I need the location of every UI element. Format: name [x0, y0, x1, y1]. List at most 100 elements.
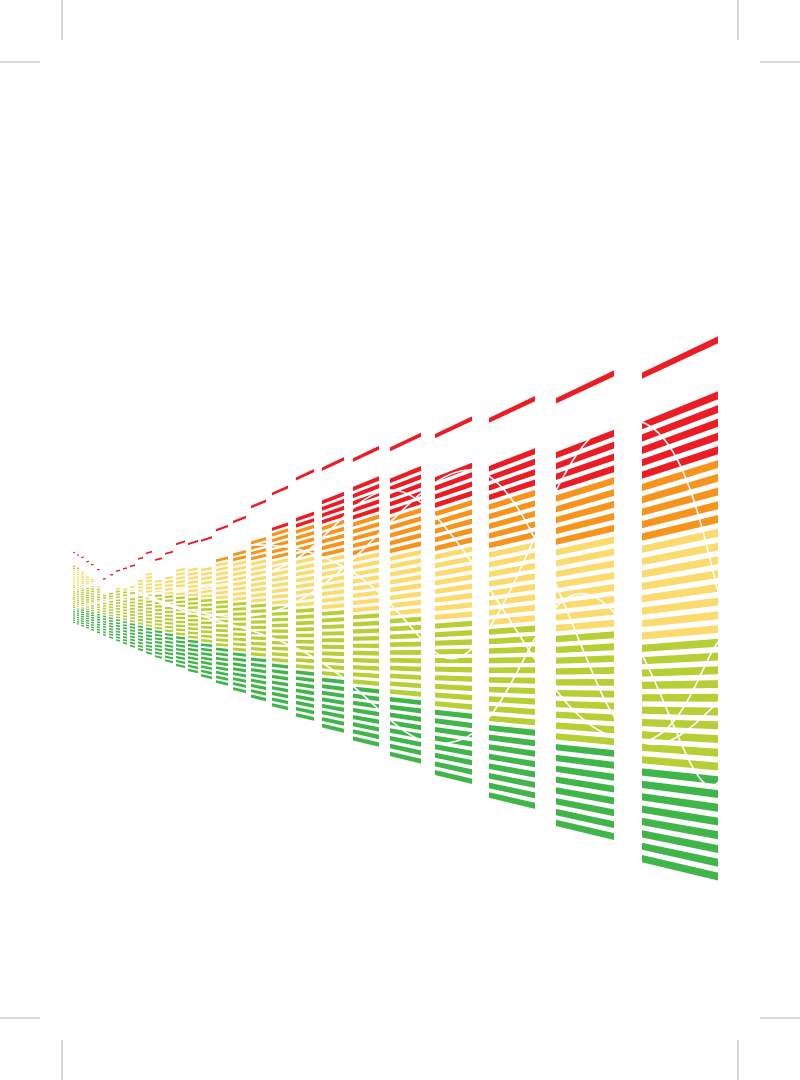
- bar-segment: [251, 625, 266, 629]
- peak-cap: [251, 499, 266, 509]
- bar-segment: [489, 734, 535, 747]
- bar-segment: [116, 616, 120, 619]
- bar-segment: [296, 511, 314, 522]
- bar-segment: [155, 594, 162, 597]
- bar-segment: [97, 596, 100, 598]
- bar-segment: [188, 567, 198, 572]
- bar-segment: [322, 617, 344, 623]
- bar-segment: [165, 655, 173, 660]
- equalizer-column: [322, 491, 344, 733]
- bar-segment: [296, 670, 314, 676]
- bar-segment: [86, 578, 89, 581]
- bar-segment: [322, 723, 344, 733]
- bar-segment: [81, 602, 84, 605]
- bar-segment: [233, 617, 246, 621]
- bar-segment: [116, 593, 120, 596]
- bar-segment: [216, 556, 228, 563]
- bar-segment: [322, 697, 344, 705]
- bar-segment: [435, 683, 472, 692]
- bar-segment: [296, 518, 314, 528]
- bar-segment: [201, 580, 212, 585]
- bar-segment: [322, 491, 344, 505]
- bar-segment: [116, 587, 120, 590]
- bar-segment: [296, 569, 314, 577]
- bar-segment: [489, 782, 535, 799]
- bar-segment: [233, 612, 246, 616]
- bar-segment: [188, 593, 198, 597]
- bar-segment: [81, 578, 84, 580]
- bar-segment: [201, 571, 212, 576]
- bar-segment: [272, 623, 288, 628]
- bar-segment: [233, 652, 246, 657]
- bar-segment: [188, 664, 198, 670]
- equalizer-column: [155, 579, 162, 659]
- bar-segment: [86, 599, 89, 601]
- bar-segment: [86, 606, 89, 608]
- bar-segment: [435, 709, 472, 719]
- bar-segment: [390, 658, 421, 664]
- bar-segment: [489, 448, 535, 472]
- bar-segment: [138, 582, 143, 586]
- bar-segment: [155, 623, 162, 626]
- bar-segment: [146, 586, 152, 590]
- bar-segment: [201, 566, 212, 572]
- bar-segment: [251, 662, 266, 668]
- bar-segment: [138, 635, 143, 638]
- bar-segment: [233, 581, 246, 586]
- bar-segment: [165, 636, 173, 641]
- bar-segment: [216, 656, 228, 662]
- bar-segment: [176, 584, 185, 588]
- bar-segment: [216, 652, 228, 657]
- peak-cap: [155, 557, 162, 561]
- bar-segment: [103, 594, 106, 597]
- bar-segment: [489, 531, 535, 549]
- bar-segment: [353, 672, 379, 679]
- bar-segment: [390, 599, 421, 608]
- bar-segment: [81, 580, 84, 583]
- equalizer-column: [216, 556, 228, 686]
- bar-segment: [130, 617, 135, 620]
- bar-segment: [322, 658, 344, 664]
- bar-segment: [322, 624, 344, 629]
- bar-segment: [130, 641, 135, 645]
- bar-segment: [86, 594, 89, 597]
- equalizer-column: [188, 567, 198, 674]
- peak-cap: [216, 524, 228, 532]
- bar-segment: [97, 628, 100, 631]
- bar-segment: [390, 665, 421, 672]
- bar-segment: [77, 612, 79, 614]
- bar-segment: [272, 663, 288, 669]
- bar-segment: [216, 633, 228, 638]
- bar-segment: [435, 761, 472, 775]
- bar-segment: [272, 680, 288, 687]
- bar-segment: [233, 550, 246, 557]
- bar-segment: [251, 598, 266, 603]
- bar-segment: [556, 560, 614, 578]
- bar-segment: [109, 628, 113, 631]
- bar-segment: [233, 555, 246, 562]
- bar-segment: [435, 509, 472, 526]
- bar-segment: [435, 481, 472, 500]
- bar-segment: [556, 572, 614, 589]
- bar-segment: [489, 753, 535, 768]
- bar-segment: [73, 600, 75, 603]
- bar-segment: [130, 592, 135, 595]
- bar-segment: [353, 679, 379, 686]
- bar-segment: [109, 622, 113, 625]
- bar-segment: [642, 542, 718, 566]
- bar-segment: [216, 680, 228, 686]
- bar-segment: [138, 586, 143, 589]
- bar-segment: [296, 620, 314, 626]
- bar-segment: [81, 618, 84, 620]
- bar-segment: [251, 647, 266, 652]
- bar-segment: [116, 590, 120, 593]
- bar-segment: [91, 580, 94, 583]
- bar-segment: [233, 677, 246, 683]
- bar-segment: [272, 611, 288, 616]
- bar-segment: [73, 605, 75, 607]
- equalizer-column: [642, 391, 718, 881]
- bar-segment: [91, 628, 94, 631]
- bar-segment: [201, 598, 212, 603]
- bar-segment: [116, 627, 120, 631]
- bar-segment: [353, 736, 379, 747]
